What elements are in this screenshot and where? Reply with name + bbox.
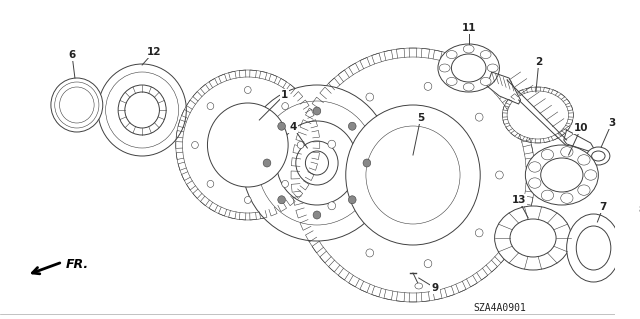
Text: 13: 13: [511, 195, 526, 205]
Ellipse shape: [476, 229, 483, 237]
Ellipse shape: [415, 283, 422, 289]
Ellipse shape: [278, 196, 285, 204]
Ellipse shape: [366, 126, 460, 224]
Ellipse shape: [244, 86, 251, 93]
Ellipse shape: [348, 196, 356, 204]
Ellipse shape: [561, 193, 573, 203]
Ellipse shape: [578, 185, 590, 195]
Ellipse shape: [507, 91, 568, 139]
Ellipse shape: [282, 103, 289, 110]
Text: 9: 9: [431, 283, 438, 293]
Ellipse shape: [578, 155, 590, 165]
Ellipse shape: [495, 171, 503, 179]
Ellipse shape: [541, 149, 554, 160]
Ellipse shape: [366, 93, 374, 101]
Ellipse shape: [282, 180, 289, 187]
Text: 8: 8: [638, 205, 640, 215]
Text: 3: 3: [608, 118, 616, 128]
Ellipse shape: [305, 151, 328, 175]
Ellipse shape: [207, 103, 214, 110]
Polygon shape: [564, 130, 593, 152]
Text: FR.: FR.: [65, 258, 88, 271]
Ellipse shape: [242, 85, 392, 241]
Ellipse shape: [584, 170, 597, 180]
Ellipse shape: [118, 85, 166, 135]
Ellipse shape: [98, 64, 186, 156]
Text: SZA4A0901: SZA4A0901: [473, 303, 526, 313]
Ellipse shape: [529, 162, 541, 172]
Ellipse shape: [476, 113, 483, 121]
Ellipse shape: [566, 214, 620, 282]
Ellipse shape: [439, 64, 450, 72]
Text: 6: 6: [68, 50, 76, 60]
Ellipse shape: [328, 140, 335, 148]
Ellipse shape: [300, 57, 526, 293]
Text: 1: 1: [281, 90, 288, 100]
Ellipse shape: [541, 158, 583, 192]
Text: 2: 2: [535, 57, 543, 67]
Ellipse shape: [529, 178, 541, 188]
Ellipse shape: [463, 45, 474, 53]
Ellipse shape: [451, 54, 486, 82]
Ellipse shape: [510, 219, 556, 257]
Ellipse shape: [487, 64, 498, 72]
Ellipse shape: [182, 77, 313, 213]
Text: 4: 4: [289, 122, 296, 132]
Ellipse shape: [257, 101, 376, 225]
Ellipse shape: [446, 51, 457, 59]
Ellipse shape: [244, 197, 251, 204]
Ellipse shape: [296, 141, 338, 185]
Polygon shape: [487, 72, 520, 104]
Ellipse shape: [463, 83, 474, 91]
Ellipse shape: [480, 78, 491, 85]
Ellipse shape: [525, 145, 598, 205]
Ellipse shape: [60, 87, 94, 123]
Ellipse shape: [63, 91, 90, 119]
Ellipse shape: [207, 180, 214, 187]
Ellipse shape: [328, 202, 335, 210]
Ellipse shape: [438, 44, 499, 92]
Ellipse shape: [313, 107, 321, 115]
Ellipse shape: [313, 211, 321, 219]
Ellipse shape: [591, 151, 605, 161]
Ellipse shape: [480, 51, 491, 59]
Ellipse shape: [51, 78, 103, 132]
Ellipse shape: [541, 190, 554, 201]
Text: 12: 12: [147, 47, 161, 57]
Ellipse shape: [424, 260, 432, 268]
Text: 11: 11: [461, 23, 476, 33]
Ellipse shape: [446, 78, 457, 85]
Ellipse shape: [346, 105, 480, 245]
Ellipse shape: [424, 82, 432, 90]
Ellipse shape: [366, 249, 374, 257]
Ellipse shape: [278, 122, 285, 130]
Ellipse shape: [495, 206, 572, 270]
Ellipse shape: [276, 121, 357, 205]
Text: 10: 10: [574, 123, 588, 133]
Ellipse shape: [207, 103, 288, 187]
Ellipse shape: [191, 142, 198, 149]
Ellipse shape: [125, 92, 159, 128]
Text: 5: 5: [417, 113, 424, 123]
Ellipse shape: [576, 226, 611, 270]
Ellipse shape: [297, 142, 304, 149]
Ellipse shape: [348, 122, 356, 130]
Ellipse shape: [587, 147, 610, 165]
Ellipse shape: [55, 82, 99, 128]
Ellipse shape: [106, 72, 179, 148]
Ellipse shape: [561, 147, 573, 157]
Ellipse shape: [363, 159, 371, 167]
Ellipse shape: [263, 159, 271, 167]
Text: 7: 7: [600, 202, 607, 212]
